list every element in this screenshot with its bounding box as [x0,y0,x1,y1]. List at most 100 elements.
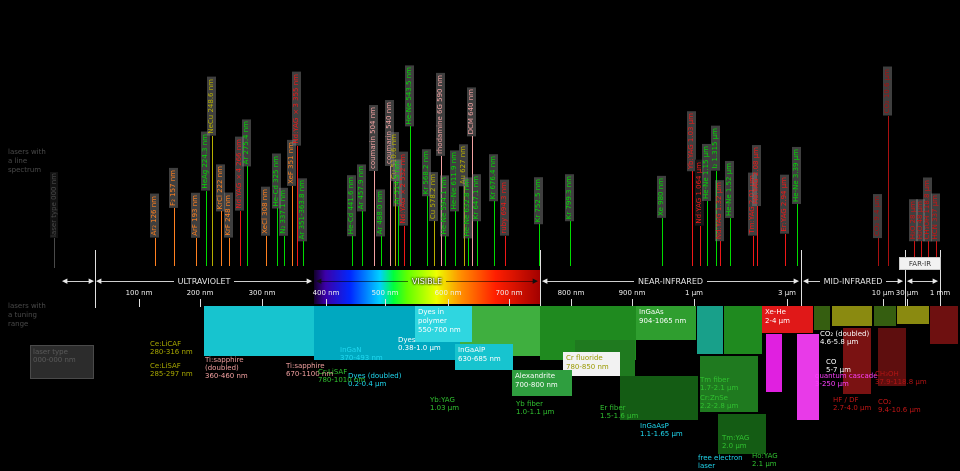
range-box [930,306,958,344]
arrow-left-icon: ◀ [542,277,548,285]
spectrum-region: ◀ NEAR-INFRARED ▶ [542,276,799,287]
laser-line-tick [303,241,304,266]
axis-tick-label: 300 nm [248,289,276,297]
arrow-right-icon: ▶ [793,277,799,285]
axis-tick-mark [326,299,327,307]
laser-line-tick [352,236,353,266]
region-boundary [940,250,941,308]
range-box [204,306,314,356]
range-box [620,376,698,420]
range-label: Yb:YAG 1.03 μm [430,396,460,412]
region-boundary [540,250,541,308]
spectrum-region-name: MID-INFRARED [823,277,883,286]
laser-line-label: He-Ne 594.1 nm [440,174,449,236]
legend-range-example: laser type 000-000 nm [30,345,94,379]
laser-line-tick [700,226,701,266]
laser-line-tick [921,241,922,266]
laser-line-tick [398,206,399,266]
range-label: InGaAsP 1.1-1.65 μm [640,422,683,438]
laser-line-label: HCN 337 μm [931,192,940,241]
range-label: Tm fiber 1.7-2.1 μm [700,376,739,392]
range-box [724,306,762,354]
laser-line-tick [410,126,411,266]
range-label: CO₂ 9.4-10.6 μm [878,398,921,414]
laser-line-tick [707,201,708,266]
axis-tick-label: 900 nm [618,289,646,297]
range-box-label: Xe-He 2-4 μm [765,308,790,325]
laser-line-label: Ar 488.0 nm [376,188,385,236]
laser-line-tick [221,211,222,266]
laser-line-label: He-Cd 441.6 nm [347,174,356,236]
laser-line-label: He-Ne 543.5 nm [405,64,414,126]
far-ir-label: FAR-IR [899,257,941,270]
laser-line-tick [936,241,937,266]
laser-line-tick [477,221,478,266]
legend-line-example: laser type 000 nm [50,172,58,238]
laser-line-tick [196,238,197,266]
arrow-right-icon: ▶ [88,277,94,285]
range-box-label: Alexandrite 700-800 nm [515,372,558,389]
axis-tick-mark [694,299,695,307]
laser-line-label: CO₂ 9.4 μm [873,193,882,238]
arrow-left-icon: ◀ [907,277,913,285]
laser-line-tick [570,221,571,266]
laser-line-tick [445,236,446,266]
range-label: Ho:YAG 2.1 μm [752,452,778,468]
laser-line-label: He-Ne 1.52 μm [725,161,734,218]
laser-line-tick [277,208,278,266]
range-label: Ti:sapphire (doubled) 360-460 nm [205,356,248,380]
range-box [843,328,871,394]
laser-line-label: I₂ 1.315 μm [711,126,720,171]
range-box [700,356,758,412]
arrow-right-icon: ▶ [306,277,313,285]
laser-line-label: Nd:YAG ×2 532 nm [399,152,408,226]
laser-line-label: CO₂ 10.6 μm [883,67,892,116]
laser-line-label: Xe 980 nm [657,176,666,218]
visible-spectrum-gradient [314,270,541,304]
laser-line-label: Kr 752.5 nm [534,176,543,224]
axis-tick-label: 800 nm [557,289,585,297]
range-label: InGaN 370-493 nm [340,346,383,362]
laser-line-label: Nd:YAG 1.32 μm [715,179,724,241]
range-label: Dyes (doubled) 0.2-0.4 μm [348,372,402,388]
range-label: Ce:LiCAF 280-316 nm [150,340,193,356]
laser-line-tick [404,226,405,266]
range-label: free electron laser [698,454,743,470]
range-box [832,306,872,326]
laser-line-label: coumarin 504 nm [369,104,378,171]
spectrum-region: ◀ ▶ [62,276,94,287]
laser-line-tick [692,171,693,266]
range-box [797,334,819,420]
laser-line-tick [878,238,879,266]
range-label: CH₃OH 37.9-118.8 μm [875,370,927,386]
laser-line-tick [206,191,207,266]
range-box-labeled: InGaAs 904-1065 nm [636,306,696,340]
range-box-label: Cr fluoride 780-850 nm [566,354,609,371]
legend-range-caption: lasers with a tuning range [8,302,46,328]
laser-line-tick [174,208,175,266]
laser-line-label: ArF 193 nm [191,193,200,238]
laser-line-tick [266,236,267,266]
laser-line-tick [229,238,230,266]
laser-line-tick [662,218,663,266]
region-boundary [905,250,906,308]
spectrum-region: ◀ VISIBLE ▶ [316,276,538,287]
laser-line-tick [720,241,721,266]
laser-line-tick [292,186,293,266]
range-label: HF / DF 2.7-4.0 μm [833,396,872,412]
spectrum-region-name: ULTRAVIOLET [177,277,231,286]
range-label: Tm:YAG 2.0 μm [722,434,750,450]
arrow-right-icon: ▶ [532,277,538,285]
laser-line-label: Ar 457.9 nm [357,163,366,211]
laser-line-tick [494,201,495,266]
laser-line-tick [240,211,241,266]
legend-line-caption: lasers with a line spectrum [8,148,46,174]
axis-tick-label: 1 mm [929,289,951,297]
laser-line-label: Ar₂ 126 nm [150,194,159,238]
laser-line-tick [730,218,731,266]
laser-line-tick [797,204,798,266]
axis-tick-mark [385,299,386,307]
axis-tick-label: 10 μm [871,289,895,297]
axis-tick-mark [262,299,263,307]
